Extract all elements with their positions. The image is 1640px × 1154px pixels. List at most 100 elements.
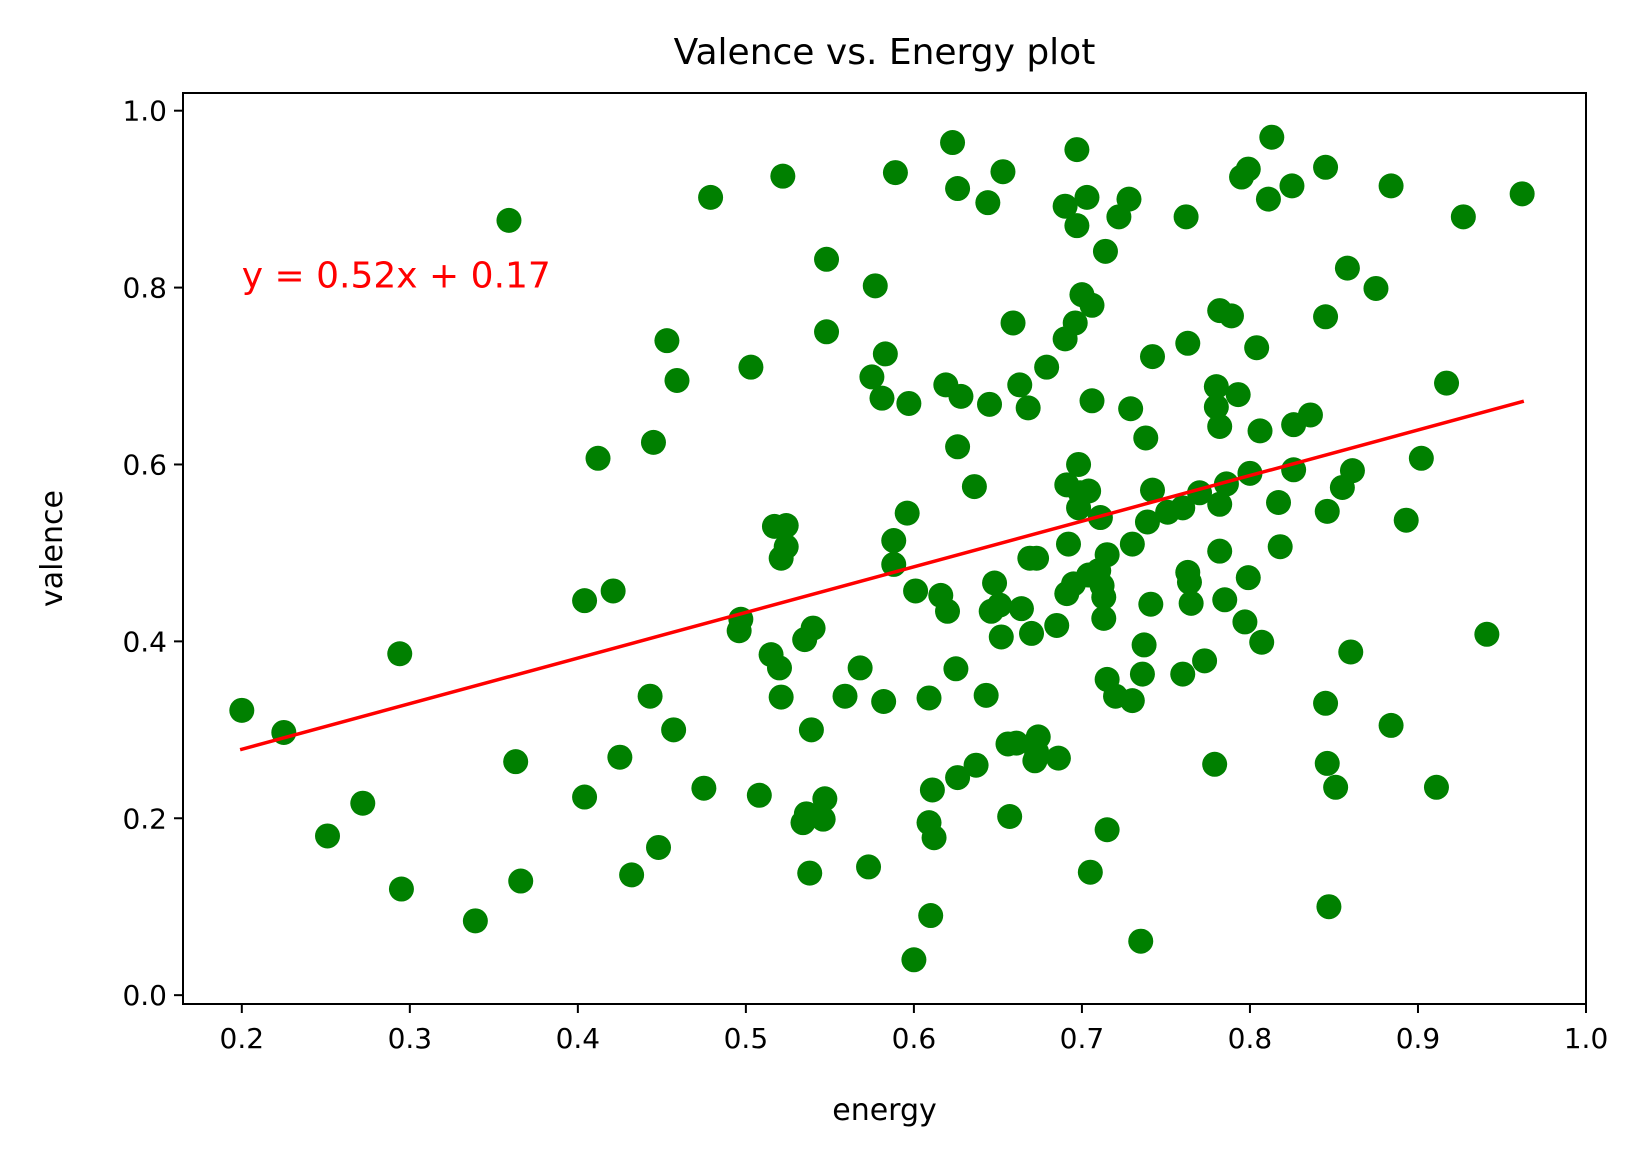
data-point <box>1170 661 1196 687</box>
data-point <box>691 775 717 801</box>
data-point <box>948 383 974 409</box>
data-point <box>1139 477 1165 503</box>
x-axis-ticks: 0.2 0.3 0.4 0.5 0.6 0.7 0.8 0.9 1.0 <box>220 1004 1608 1055</box>
data-point <box>1055 531 1081 557</box>
data-point <box>1192 648 1218 674</box>
data-point <box>1207 413 1233 439</box>
x-tick-label: 0.4 <box>556 1022 601 1055</box>
data-point <box>1019 620 1045 646</box>
data-point <box>1474 621 1500 647</box>
x-axis-label: energy <box>832 1093 937 1128</box>
data-point <box>1079 388 1105 414</box>
data-point <box>1000 310 1026 336</box>
y-axis-label: valence <box>35 490 70 607</box>
data-point <box>661 717 687 743</box>
x-tick-label: 0.5 <box>724 1022 769 1055</box>
data-point <box>859 364 885 390</box>
data-point <box>600 578 626 604</box>
data-point <box>1213 471 1239 497</box>
data-point <box>1094 817 1120 843</box>
data-point <box>768 684 794 710</box>
data-point <box>1129 661 1155 687</box>
data-point <box>1314 750 1340 776</box>
data-point <box>987 592 1013 618</box>
data-point <box>1176 569 1202 595</box>
data-point <box>585 445 611 471</box>
data-point <box>1052 193 1078 219</box>
data-point <box>1244 335 1270 361</box>
data-point <box>1339 458 1365 484</box>
data-point <box>1091 584 1117 610</box>
data-point <box>1313 304 1339 330</box>
data-point <box>1118 396 1144 422</box>
data-point <box>503 749 529 775</box>
data-point <box>1008 596 1034 622</box>
data-point <box>1045 745 1071 771</box>
data-point <box>1334 255 1360 281</box>
data-point <box>1034 354 1060 380</box>
data-point <box>1076 478 1102 504</box>
data-point <box>1128 928 1154 954</box>
data-point <box>1297 402 1323 428</box>
data-point <box>901 947 927 973</box>
data-point <box>977 391 1003 417</box>
data-point <box>1131 632 1157 658</box>
x-tick-label: 0.3 <box>388 1022 433 1055</box>
data-point <box>1064 137 1090 163</box>
data-point <box>1313 154 1339 180</box>
data-point <box>832 683 858 709</box>
data-point <box>1074 184 1100 210</box>
data-point <box>940 130 966 156</box>
x-tick-label: 0.9 <box>1396 1022 1441 1055</box>
data-point <box>894 500 920 526</box>
regression-line <box>239 399 1525 752</box>
data-point <box>862 273 888 299</box>
data-point <box>1450 204 1476 230</box>
data-point <box>921 825 947 851</box>
data-point <box>1225 382 1251 408</box>
y-axis-ticks: 0.0 0.2 0.4 0.6 0.8 1.0 <box>122 95 183 1012</box>
data-point <box>1203 374 1229 400</box>
x-tick-label: 0.6 <box>892 1022 937 1055</box>
y-tick-label: 1.0 <box>122 95 167 128</box>
data-point <box>1323 774 1349 800</box>
data-point <box>1007 372 1033 398</box>
data-point <box>1207 491 1233 517</box>
data-point <box>773 513 799 539</box>
data-point <box>462 908 488 934</box>
data-point <box>1025 724 1051 750</box>
data-point <box>572 588 598 614</box>
data-point <box>1247 418 1273 444</box>
data-point <box>654 328 680 354</box>
data-point <box>881 528 907 554</box>
data-point <box>1091 605 1117 631</box>
data-point <box>1279 173 1305 199</box>
data-point <box>856 854 882 880</box>
regression-line-group <box>239 399 1525 752</box>
data-point <box>1212 587 1238 613</box>
data-point <box>1255 186 1281 212</box>
data-point <box>1434 370 1460 396</box>
x-tick-label: 0.7 <box>1060 1022 1105 1055</box>
data-point <box>945 765 971 791</box>
data-point <box>872 341 898 367</box>
data-point <box>847 655 873 681</box>
data-point <box>1134 509 1160 535</box>
data-point <box>973 682 999 708</box>
data-point <box>1066 451 1092 477</box>
data-point <box>1235 156 1261 182</box>
data-point <box>1232 609 1258 635</box>
data-point <box>1423 774 1449 800</box>
data-point <box>810 806 836 832</box>
data-point <box>738 354 764 380</box>
data-point <box>1024 545 1050 571</box>
data-point <box>1139 344 1165 370</box>
data-point <box>637 683 663 709</box>
data-point <box>935 598 961 624</box>
data-point <box>350 790 376 816</box>
data-point <box>1267 534 1293 560</box>
data-point <box>869 385 895 411</box>
data-point <box>896 390 922 416</box>
data-point <box>990 159 1016 185</box>
data-point <box>1133 425 1159 451</box>
